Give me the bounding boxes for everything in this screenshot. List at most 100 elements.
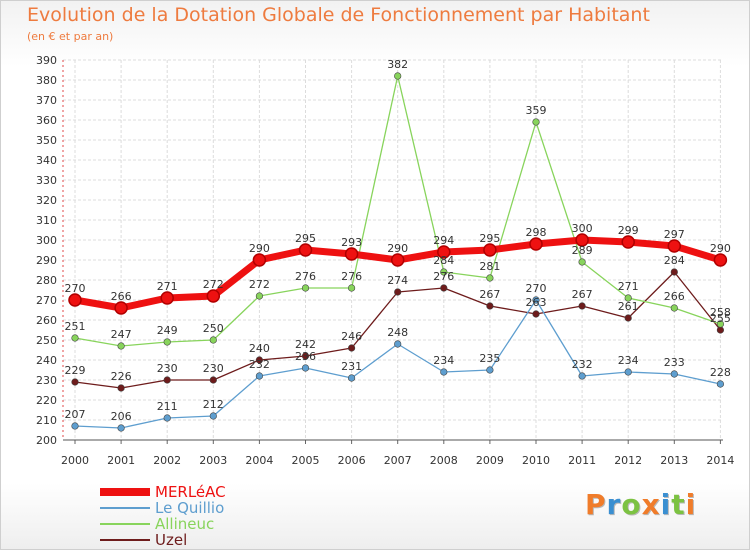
data-point-allineuc [348,284,356,292]
logo-letter: t [671,488,686,521]
data-label-allineuc: 284 [433,254,454,267]
data-label-uzel: 255 [710,312,731,325]
y-tick-label: 240 [36,354,57,367]
data-point-merl-ac [529,237,543,251]
x-tick-label: 2006 [338,454,366,467]
data-label-merl-ac: 270 [65,282,86,295]
data-label-merl-ac: 298 [526,226,547,239]
data-point-allineuc [578,258,586,266]
legend-swatch [100,507,150,509]
data-label-le-quillio: 212 [203,398,224,411]
plot-area [63,60,723,440]
y-tick-label: 200 [36,434,57,447]
data-point-le-quillio [255,372,264,380]
data-point-le-quillio [209,412,217,420]
y-tick-label: 320 [36,194,57,207]
y-tick-label: 330 [36,174,57,187]
data-point-allineuc [440,268,448,276]
data-point-merl-ac [713,253,728,267]
data-point-merl-ac [206,289,221,303]
data-point-uzel [163,376,171,384]
data-point-le-quillio [394,340,402,348]
data-label-allineuc: 276 [341,270,362,283]
data-point-uzel [532,310,540,318]
data-label-uzel: 226 [111,370,132,383]
x-tick-label: 2007 [384,454,412,467]
x-tick-label: 2012 [614,454,642,467]
data-label-merl-ac: 290 [249,242,270,255]
y-tick-label: 300 [36,234,57,247]
y-tick-label: 270 [36,294,57,307]
data-point-uzel [255,356,264,364]
data-label-allineuc: 271 [618,280,639,293]
data-label-allineuc: 359 [526,104,547,117]
data-point-le-quillio [670,370,678,378]
data-label-uzel: 240 [249,342,270,355]
x-tick-label: 2013 [660,454,688,467]
data-label-le-quillio: 236 [295,350,316,363]
legend-swatch [100,523,150,525]
data-label-allineuc: 272 [249,278,270,291]
y-tick-label: 350 [36,134,57,147]
data-point-allineuc [624,294,632,302]
y-tick-label: 210 [36,414,57,427]
data-point-merl-ac [160,291,174,305]
data-label-le-quillio: 234 [433,354,454,367]
data-label-uzel: 230 [203,362,224,375]
logo-letter: x [641,488,661,521]
data-point-allineuc [301,284,310,292]
data-label-le-quillio: 207 [65,408,86,421]
data-point-merl-ac [437,245,451,259]
y-tick-label: 340 [36,154,57,167]
data-label-uzel: 284 [664,254,685,267]
data-label-merl-ac: 299 [618,224,639,237]
data-point-uzel [440,284,448,292]
data-label-le-quillio: 235 [479,352,500,365]
y-tick-label: 360 [36,114,57,127]
data-point-merl-ac [575,233,589,247]
data-label-le-quillio: 248 [387,326,408,339]
data-label-le-quillio: 233 [664,356,685,369]
x-tick-label: 2011 [568,454,596,467]
data-point-le-quillio [486,366,494,374]
chart-title: Evolution de la Dotation Globale de Fonc… [27,4,650,26]
data-label-allineuc: 281 [479,260,500,273]
data-label-merl-ac: 271 [157,280,178,293]
y-tick-label: 260 [36,314,57,327]
data-point-merl-ac [344,247,359,261]
data-point-merl-ac [252,253,267,267]
y-tick-label: 390 [36,54,57,67]
data-point-le-quillio [532,296,540,304]
data-point-uzel [716,326,725,334]
y-tick-label: 310 [36,214,57,227]
data-label-merl-ac: 272 [203,278,224,291]
logo-letter: o [621,488,642,521]
legend-label: Le Quillio [155,499,225,517]
x-tick-label: 2009 [476,454,504,467]
data-label-merl-ac: 295 [479,232,500,245]
data-point-uzel [348,344,356,352]
data-point-le-quillio [163,414,171,422]
data-point-le-quillio [578,372,586,380]
legend-label: Uzel [155,531,188,549]
x-tick-label: 2014 [706,454,734,467]
legend-label: Allineuc [155,515,215,533]
data-point-uzel [670,268,678,276]
data-label-allineuc: 251 [65,320,86,333]
legend-swatch [100,539,150,541]
data-label-allineuc: 249 [157,324,178,337]
data-point-allineuc [71,334,79,342]
data-point-merl-ac [483,243,497,257]
data-label-le-quillio: 270 [526,282,547,295]
x-tick-label: 2000 [61,454,89,467]
data-point-le-quillio [117,424,125,432]
x-tick-label: 2002 [153,454,181,467]
data-label-le-quillio: 228 [710,366,731,379]
x-tick-label: 2001 [107,454,135,467]
data-label-le-quillio: 206 [111,410,132,423]
y-tick-label: 220 [36,394,57,407]
data-point-allineuc [255,292,264,300]
logo-letter: r [606,488,622,521]
data-label-allineuc: 276 [295,270,316,283]
data-point-allineuc [670,304,678,312]
